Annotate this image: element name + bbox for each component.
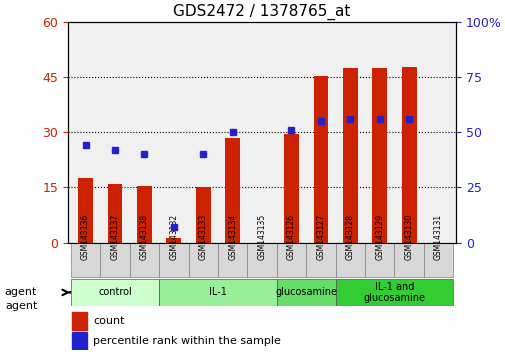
- Bar: [137, 185, 152, 242]
- FancyBboxPatch shape: [276, 242, 306, 277]
- FancyBboxPatch shape: [276, 279, 335, 306]
- Bar: [313, 76, 328, 242]
- Text: count: count: [93, 316, 124, 326]
- Bar: [342, 68, 357, 242]
- Text: percentile rank within the sample: percentile rank within the sample: [93, 336, 280, 346]
- Bar: [78, 178, 93, 242]
- FancyBboxPatch shape: [247, 242, 276, 277]
- FancyBboxPatch shape: [188, 242, 218, 277]
- FancyBboxPatch shape: [394, 242, 423, 277]
- Text: GSM143129: GSM143129: [375, 214, 383, 260]
- Bar: [166, 238, 181, 242]
- Bar: [225, 138, 239, 242]
- Bar: [72, 332, 87, 350]
- FancyBboxPatch shape: [159, 279, 276, 306]
- Bar: [108, 184, 122, 242]
- Text: GSM143138: GSM143138: [139, 214, 148, 260]
- FancyBboxPatch shape: [218, 242, 247, 277]
- Text: GSM143126: GSM143126: [286, 214, 295, 260]
- Text: GSM143133: GSM143133: [198, 214, 208, 260]
- FancyBboxPatch shape: [100, 242, 129, 277]
- FancyBboxPatch shape: [129, 242, 159, 277]
- Text: GSM143135: GSM143135: [257, 214, 266, 260]
- FancyBboxPatch shape: [364, 242, 394, 277]
- FancyBboxPatch shape: [423, 242, 452, 277]
- Text: IL-1: IL-1: [209, 287, 226, 297]
- Bar: [284, 134, 298, 242]
- Text: IL-1 and
glucosamine: IL-1 and glucosamine: [363, 282, 425, 303]
- FancyBboxPatch shape: [159, 242, 188, 277]
- FancyBboxPatch shape: [335, 242, 364, 277]
- FancyBboxPatch shape: [71, 242, 100, 277]
- Text: GSM143130: GSM143130: [404, 214, 413, 260]
- Text: GSM143131: GSM143131: [433, 214, 442, 260]
- Text: GSM143137: GSM143137: [110, 214, 119, 260]
- Text: GSM143134: GSM143134: [228, 214, 237, 260]
- Bar: [401, 67, 416, 242]
- FancyBboxPatch shape: [71, 279, 159, 306]
- Bar: [72, 312, 87, 330]
- Text: glucosamine: glucosamine: [275, 287, 336, 297]
- Text: GSM143128: GSM143128: [345, 214, 354, 260]
- Text: GSM143132: GSM143132: [169, 214, 178, 260]
- Text: agent: agent: [5, 301, 37, 311]
- Bar: [195, 187, 210, 242]
- FancyBboxPatch shape: [335, 279, 452, 306]
- Text: agent: agent: [5, 287, 37, 297]
- Bar: [372, 68, 386, 242]
- Text: GSM143136: GSM143136: [81, 214, 90, 260]
- Title: GDS2472 / 1378765_at: GDS2472 / 1378765_at: [173, 4, 350, 21]
- Text: control: control: [98, 287, 132, 297]
- Text: GSM143127: GSM143127: [316, 214, 325, 260]
- FancyBboxPatch shape: [306, 242, 335, 277]
